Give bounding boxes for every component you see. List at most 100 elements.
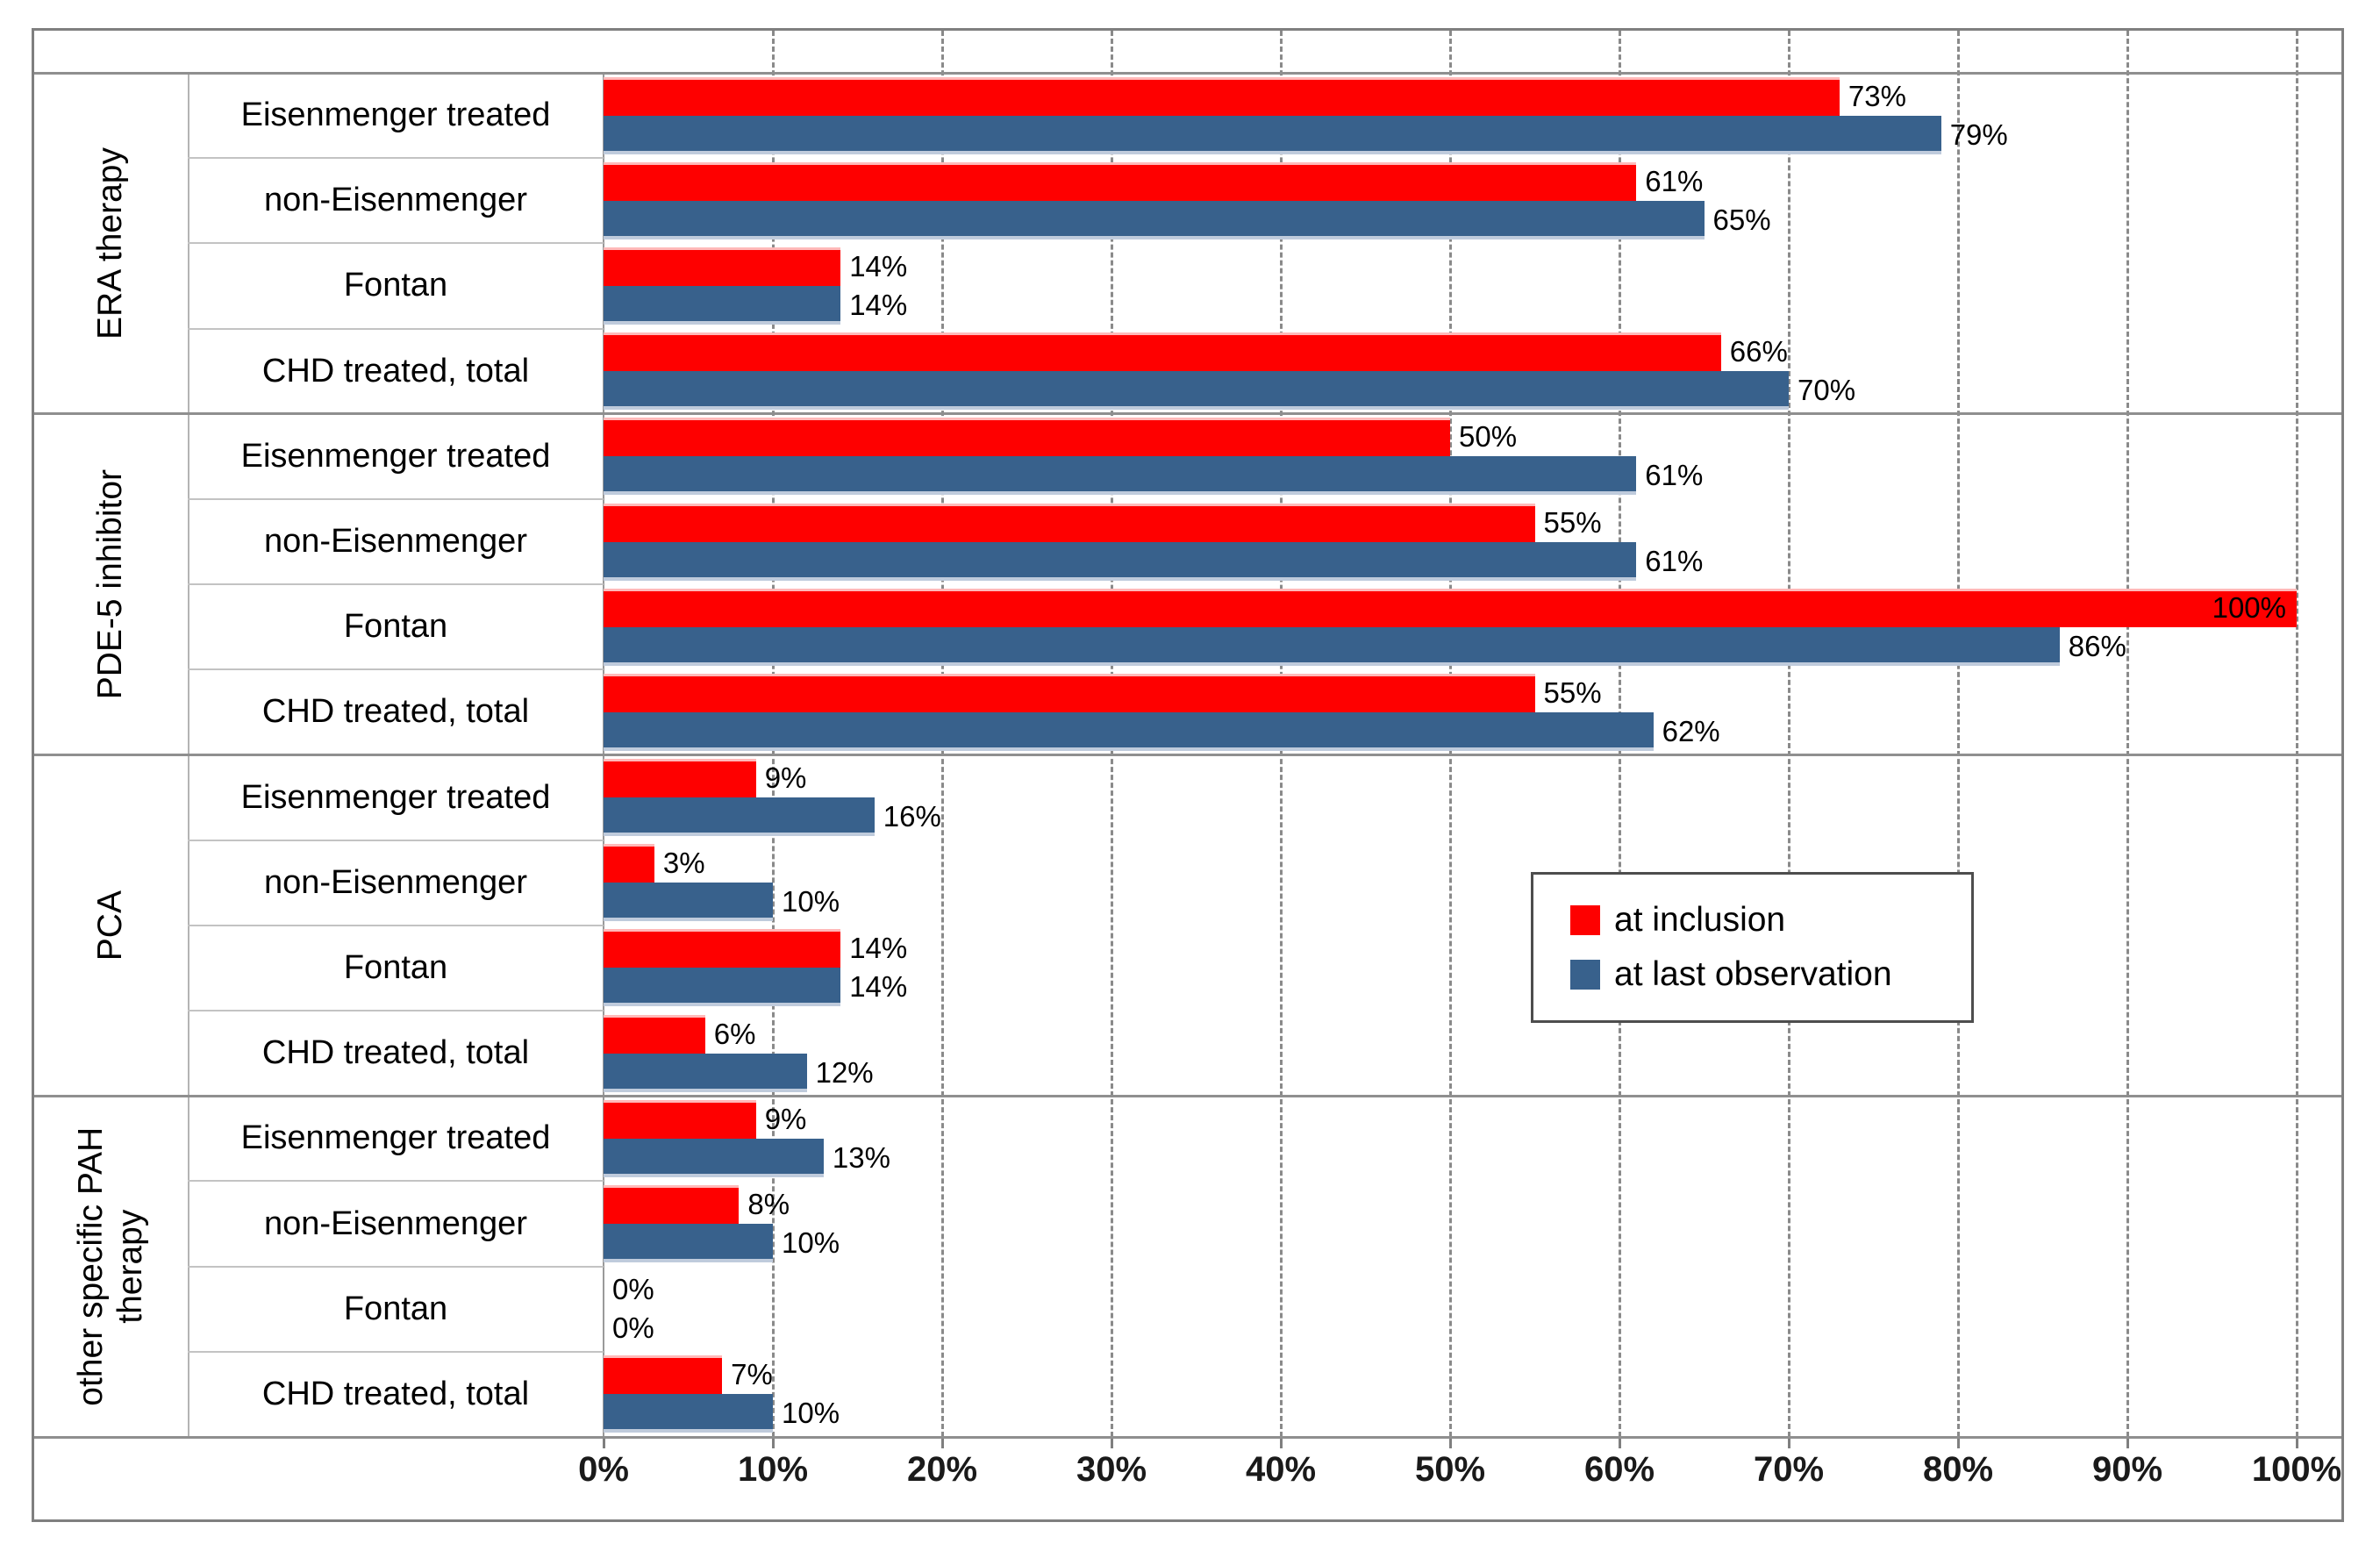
category-separator bbox=[188, 1180, 604, 1183]
category-separator bbox=[188, 1350, 604, 1353]
category-label: CHD treated, total bbox=[261, 693, 530, 731]
category-separator bbox=[188, 157, 604, 160]
value-label: 61% bbox=[1645, 164, 1704, 197]
category-separator bbox=[188, 839, 604, 841]
bar-at-last-observation bbox=[604, 797, 875, 837]
value-label: 8% bbox=[747, 1188, 790, 1221]
axis-tick-label: 60% bbox=[1583, 1450, 1655, 1489]
group-separator bbox=[34, 71, 2341, 75]
category-separator bbox=[188, 497, 604, 500]
group-label: PCA bbox=[34, 755, 188, 1097]
category-separator bbox=[188, 924, 604, 926]
category-label: CHD treated, total bbox=[261, 352, 530, 390]
value-label: 14% bbox=[849, 288, 908, 321]
gridline bbox=[1957, 31, 1960, 1437]
legend-label: at inclusion bbox=[1614, 901, 1786, 939]
group-separator bbox=[34, 412, 2341, 416]
plot-area: 0% 10% 20% 30% 40% 50% 60% 70% 80% 90% 100% ERA the… bbox=[34, 31, 2341, 1519]
bar-at-last-observation bbox=[604, 626, 2060, 666]
axis-tick bbox=[1619, 1437, 1621, 1448]
value-label: 86% bbox=[2068, 629, 2126, 662]
bar-at-inclusion bbox=[604, 503, 1535, 542]
legend-swatch-blue bbox=[1570, 960, 1600, 990]
value-label: 16% bbox=[883, 800, 941, 833]
axis-tick bbox=[1280, 1437, 1283, 1448]
category-label: non-Eisenmenger bbox=[264, 1204, 527, 1242]
category-separator bbox=[188, 583, 604, 586]
bar-at-last-observation bbox=[604, 541, 1637, 581]
category-label: Eisenmenger treated bbox=[240, 96, 551, 134]
bar-at-last-observation bbox=[604, 456, 1637, 496]
value-label: 10% bbox=[782, 1226, 840, 1260]
group-label-text: PDE-5 inhibitor bbox=[91, 468, 130, 700]
value-label: 7% bbox=[731, 1358, 773, 1391]
category-label: Eisenmenger treated bbox=[240, 1119, 551, 1157]
bar-at-inclusion bbox=[604, 588, 2297, 627]
legend-swatch-red bbox=[1570, 905, 1600, 935]
chart-frame: 0% 10% 20% 30% 40% 50% 60% 70% 80% 90% 100% ERA the… bbox=[32, 28, 2344, 1522]
category-label: Fontan bbox=[343, 948, 448, 986]
bar-at-last-observation bbox=[604, 371, 1789, 411]
value-label: 61% bbox=[1645, 459, 1704, 492]
category-label: Fontan bbox=[343, 1290, 448, 1327]
bar-at-inclusion bbox=[604, 1099, 756, 1139]
value-label: 12% bbox=[815, 1055, 874, 1089]
axis-tick bbox=[1111, 1437, 1113, 1448]
axis-tick-label: 30% bbox=[1076, 1450, 1147, 1489]
bar-at-inclusion bbox=[604, 161, 1637, 201]
category-label: Eisenmenger treated bbox=[240, 437, 551, 475]
axis-tick bbox=[2126, 1437, 2129, 1448]
axis-tick bbox=[1957, 1437, 1960, 1448]
category-label: Fontan bbox=[343, 608, 448, 646]
axis-tick-label: 100% bbox=[2251, 1450, 2342, 1489]
value-label: 66% bbox=[1729, 335, 1788, 368]
value-label: 73% bbox=[1848, 79, 1906, 112]
category-label: non-Eisenmenger bbox=[264, 523, 527, 561]
category-separator bbox=[188, 668, 604, 671]
value-label: 79% bbox=[1949, 118, 2008, 151]
category-separator bbox=[188, 327, 604, 330]
bar-at-inclusion bbox=[604, 76, 1840, 116]
category-label: Fontan bbox=[343, 267, 448, 304]
axis-tick bbox=[772, 1437, 775, 1448]
group-separator bbox=[34, 754, 2341, 756]
category-separator bbox=[188, 1265, 604, 1268]
group-label-text: other specific PAH therapy bbox=[71, 1126, 149, 1406]
axis-tick bbox=[1788, 1437, 1790, 1448]
value-label: 9% bbox=[764, 1102, 807, 1135]
bar-at-last-observation bbox=[604, 968, 841, 1007]
value-label: 0% bbox=[612, 1312, 654, 1345]
value-label: 9% bbox=[764, 761, 807, 795]
legend-label: at last observation bbox=[1614, 955, 1892, 993]
category-label: non-Eisenmenger bbox=[264, 863, 527, 901]
legend: at inclusion at last observation bbox=[1531, 872, 1974, 1023]
axis-tick-label: 80% bbox=[1922, 1450, 1994, 1489]
value-label: 100% bbox=[2212, 590, 2286, 624]
bar-at-inclusion bbox=[604, 247, 841, 286]
bar-at-inclusion bbox=[604, 844, 654, 883]
legend-item-at-inclusion: at inclusion bbox=[1570, 901, 1971, 940]
category-separator bbox=[188, 1010, 604, 1012]
value-label: 6% bbox=[713, 1017, 756, 1050]
value-label: 10% bbox=[782, 1397, 840, 1430]
bar-at-last-observation bbox=[604, 200, 1705, 239]
value-label: 61% bbox=[1645, 544, 1704, 577]
axis-tick bbox=[2296, 1437, 2298, 1448]
bar-at-last-observation bbox=[604, 1394, 773, 1433]
bar-at-last-observation bbox=[604, 1224, 773, 1263]
bar-at-inclusion bbox=[604, 673, 1535, 712]
category-label: CHD treated, total bbox=[261, 1375, 530, 1412]
axis-tick-label: 0% bbox=[578, 1450, 629, 1489]
bar-at-last-observation bbox=[604, 285, 841, 325]
axis-tick bbox=[1449, 1437, 1452, 1448]
legend-item-at-last-observation: at last observation bbox=[1570, 955, 1971, 994]
group-label: PDE-5 inhibitor bbox=[34, 414, 188, 755]
bar-at-inclusion bbox=[604, 1185, 740, 1225]
value-label: 55% bbox=[1543, 505, 1602, 539]
bar-at-inclusion bbox=[604, 332, 1721, 372]
value-label: 70% bbox=[1798, 374, 1856, 407]
value-label: 14% bbox=[849, 932, 908, 965]
bar-at-last-observation bbox=[604, 883, 773, 922]
value-label: 50% bbox=[1459, 420, 1518, 454]
axis-tick-label: 20% bbox=[906, 1450, 978, 1489]
